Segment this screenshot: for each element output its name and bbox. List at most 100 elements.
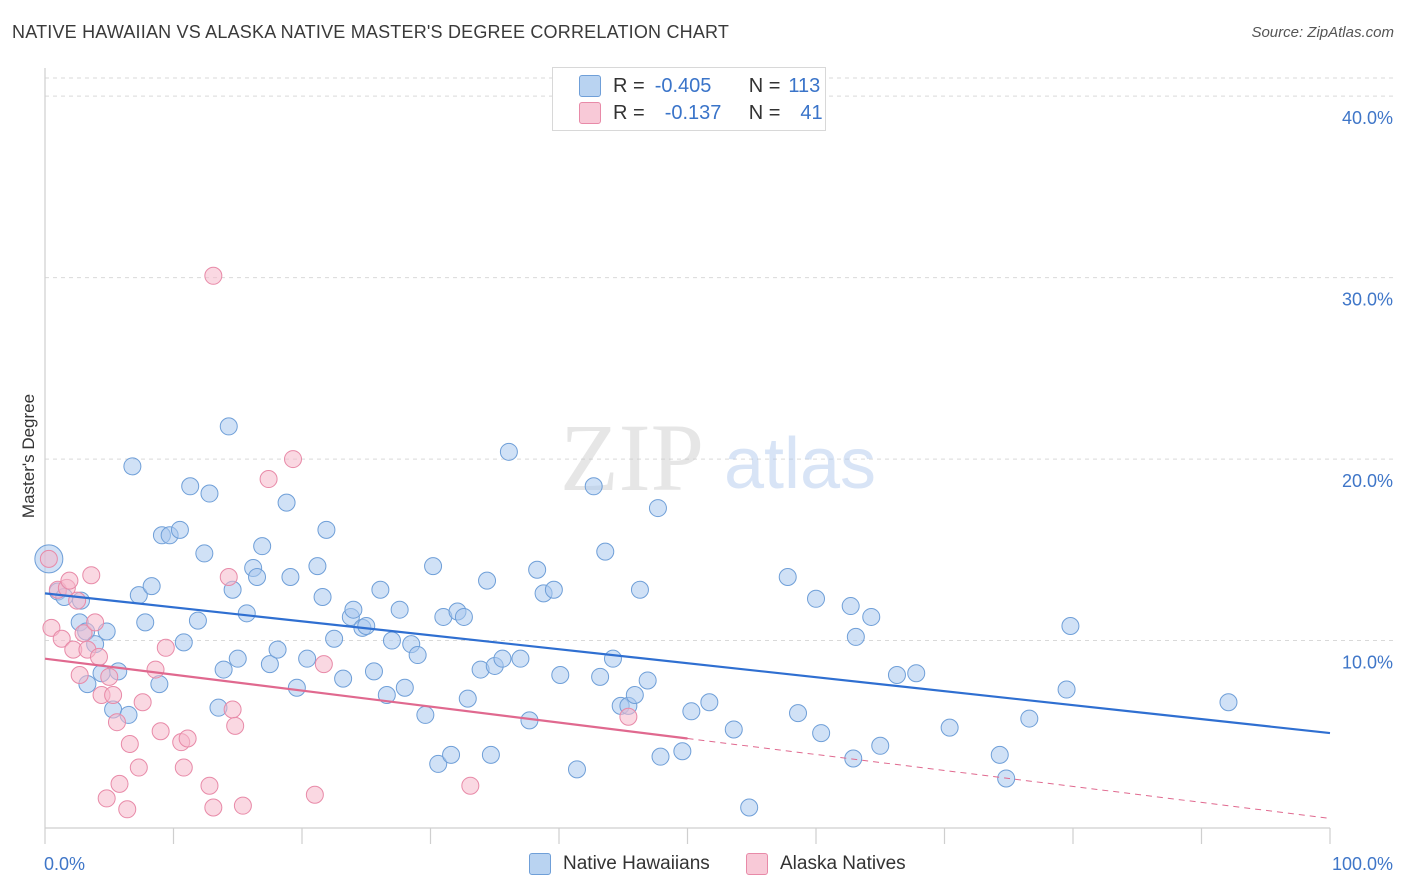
data-point-native-hawaiian [313, 587, 332, 606]
data-point-native-hawaiian [334, 669, 353, 688]
data-point-native-hawaiian [990, 745, 1009, 764]
data-point-native-hawaiian [789, 704, 808, 723]
data-point-native-hawaiian [228, 649, 247, 668]
legend-blue-r: -0.405 [654, 74, 712, 97]
data-point-native-hawaiian [442, 745, 461, 764]
legend-swatch-pink [579, 102, 601, 124]
y-axis-label: Master's Degree [19, 394, 38, 518]
data-point-native-hawaiian [871, 736, 890, 755]
stats-legend: R = -0.405 N = 113 R = -0.137 N = 41 [552, 67, 826, 131]
data-point-alaska-native [259, 470, 278, 489]
tick-labels: 10.0% 20.0% 30.0% 40.0% 0.0% 100.0% [44, 108, 1393, 874]
data-point-native-hawaiian [248, 568, 267, 587]
data-point-native-hawaiian [778, 568, 797, 587]
watermark-atlas: atlas [724, 424, 876, 504]
data-point-native-hawaiian [174, 633, 193, 652]
data-point-native-hawaiian [551, 666, 570, 685]
data-point-native-hawaiian [1057, 680, 1076, 699]
bottom-legend-swatch-blue [529, 853, 551, 875]
data-point-native-hawaiian [591, 667, 610, 686]
data-point-native-hawaiian [429, 754, 448, 773]
legend-n-label: N = [748, 74, 781, 97]
x-tick-label-max: 100.0% [1332, 854, 1393, 874]
data-point-alaska-native [118, 800, 137, 819]
data-point-alaska-native [200, 776, 219, 795]
data-point-alaska-native [146, 660, 165, 679]
data-point-alaska-native [89, 647, 108, 666]
data-point-alaska-native [461, 776, 480, 795]
x-tick-label-min: 0.0% [44, 854, 85, 874]
y-tick-label: 30.0% [1342, 290, 1393, 310]
data-point-alaska-native [305, 785, 324, 804]
data-point-alaska-native [178, 729, 197, 748]
data-point-alaska-native [204, 798, 223, 817]
bottom-legend-blue-label: Native Hawaiians [563, 853, 710, 874]
data-point-native-hawaiian [651, 747, 670, 766]
data-point-native-hawaiian [807, 589, 825, 608]
data-point-native-hawaiian [454, 607, 473, 626]
bottom-legend-pink: Alaska Natives [746, 850, 906, 878]
data-point-native-hawaiian [382, 631, 401, 650]
source-label: Source: ZipAtlas.com [1251, 24, 1394, 41]
data-point-native-hawaiian [630, 580, 649, 599]
data-point-alaska-native [100, 667, 119, 686]
data-point-native-hawaiian [648, 499, 667, 518]
data-point-alaska-native [151, 722, 170, 741]
data-point-native-hawaiian [724, 720, 743, 739]
data-point-native-hawaiian [638, 671, 657, 690]
watermark-zip: ZIP [560, 404, 704, 511]
legend-blue-n: 113 [788, 74, 821, 97]
data-point-native-hawaiian [136, 613, 155, 632]
data-point-native-hawaiian [357, 617, 376, 636]
data-point-native-hawaiian [390, 600, 409, 619]
y-tick-label: 40.0% [1342, 108, 1393, 128]
data-point-alaska-native [174, 758, 193, 777]
chart-title: NATIVE HAWAIIAN VS ALASKA NATIVE MASTER'… [12, 22, 730, 42]
data-point-native-hawaiian [673, 742, 692, 761]
data-point-native-hawaiian [308, 557, 327, 576]
data-point-native-hawaiian [481, 745, 500, 764]
data-point-native-hawaiian [364, 662, 383, 681]
axes [44, 68, 1331, 844]
data-point-native-hawaiian [1219, 693, 1238, 712]
trend-line-native-hawaiians [44, 592, 1331, 735]
data-point-native-hawaiian [395, 678, 414, 697]
legend-n-label: N = [748, 101, 781, 124]
data-point-native-hawaiian [260, 655, 279, 674]
data-point-native-hawaiian [596, 542, 615, 561]
data-point-alaska-native [110, 774, 129, 793]
data-point-alaska-native [219, 568, 238, 587]
data-point-native-hawaiian [846, 627, 865, 646]
data-point-native-hawaiian [841, 597, 860, 616]
data-point-native-hawaiian [625, 685, 644, 704]
legend-row-pink: R = -0.137 N = 41 [553, 100, 823, 126]
data-point-native-hawaiian [325, 629, 344, 648]
data-point-native-hawaiian [700, 693, 719, 712]
data-point-native-hawaiian [499, 442, 518, 461]
bottom-legend-blue: Native Hawaiians [529, 850, 710, 878]
data-point-alaska-native [97, 789, 116, 808]
watermark: ZIP atlas [560, 404, 876, 511]
data-point-native-hawaiian [123, 457, 142, 476]
data-point-native-hawaiian [528, 560, 547, 579]
data-point-native-hawaiian [907, 664, 926, 683]
data-point-native-hawaiian [408, 646, 427, 665]
data-point-alaska-native [82, 566, 101, 585]
data-point-native-hawaiian [1020, 709, 1039, 728]
data-point-native-hawaiian [862, 607, 881, 626]
data-point-native-hawaiian [298, 649, 317, 668]
data-point-alaska-native [619, 707, 638, 726]
data-point-native-hawaiian [344, 600, 363, 619]
data-point-native-hawaiian [567, 760, 586, 779]
legend-pink-r: -0.137 [664, 101, 722, 124]
trend-line-alaska-natives [44, 657, 688, 740]
grid-lines [45, 77, 1395, 642]
data-point-alaska-native [133, 693, 152, 712]
legend-r-label: R = [613, 101, 645, 124]
trend-lines [44, 592, 1331, 819]
data-point-alaska-native [104, 685, 123, 704]
data-point-native-hawaiian [740, 798, 759, 817]
legend-swatch-blue [579, 75, 601, 97]
data-point-native-hawaiian [940, 718, 959, 737]
legend-r-label: R = [613, 74, 645, 97]
